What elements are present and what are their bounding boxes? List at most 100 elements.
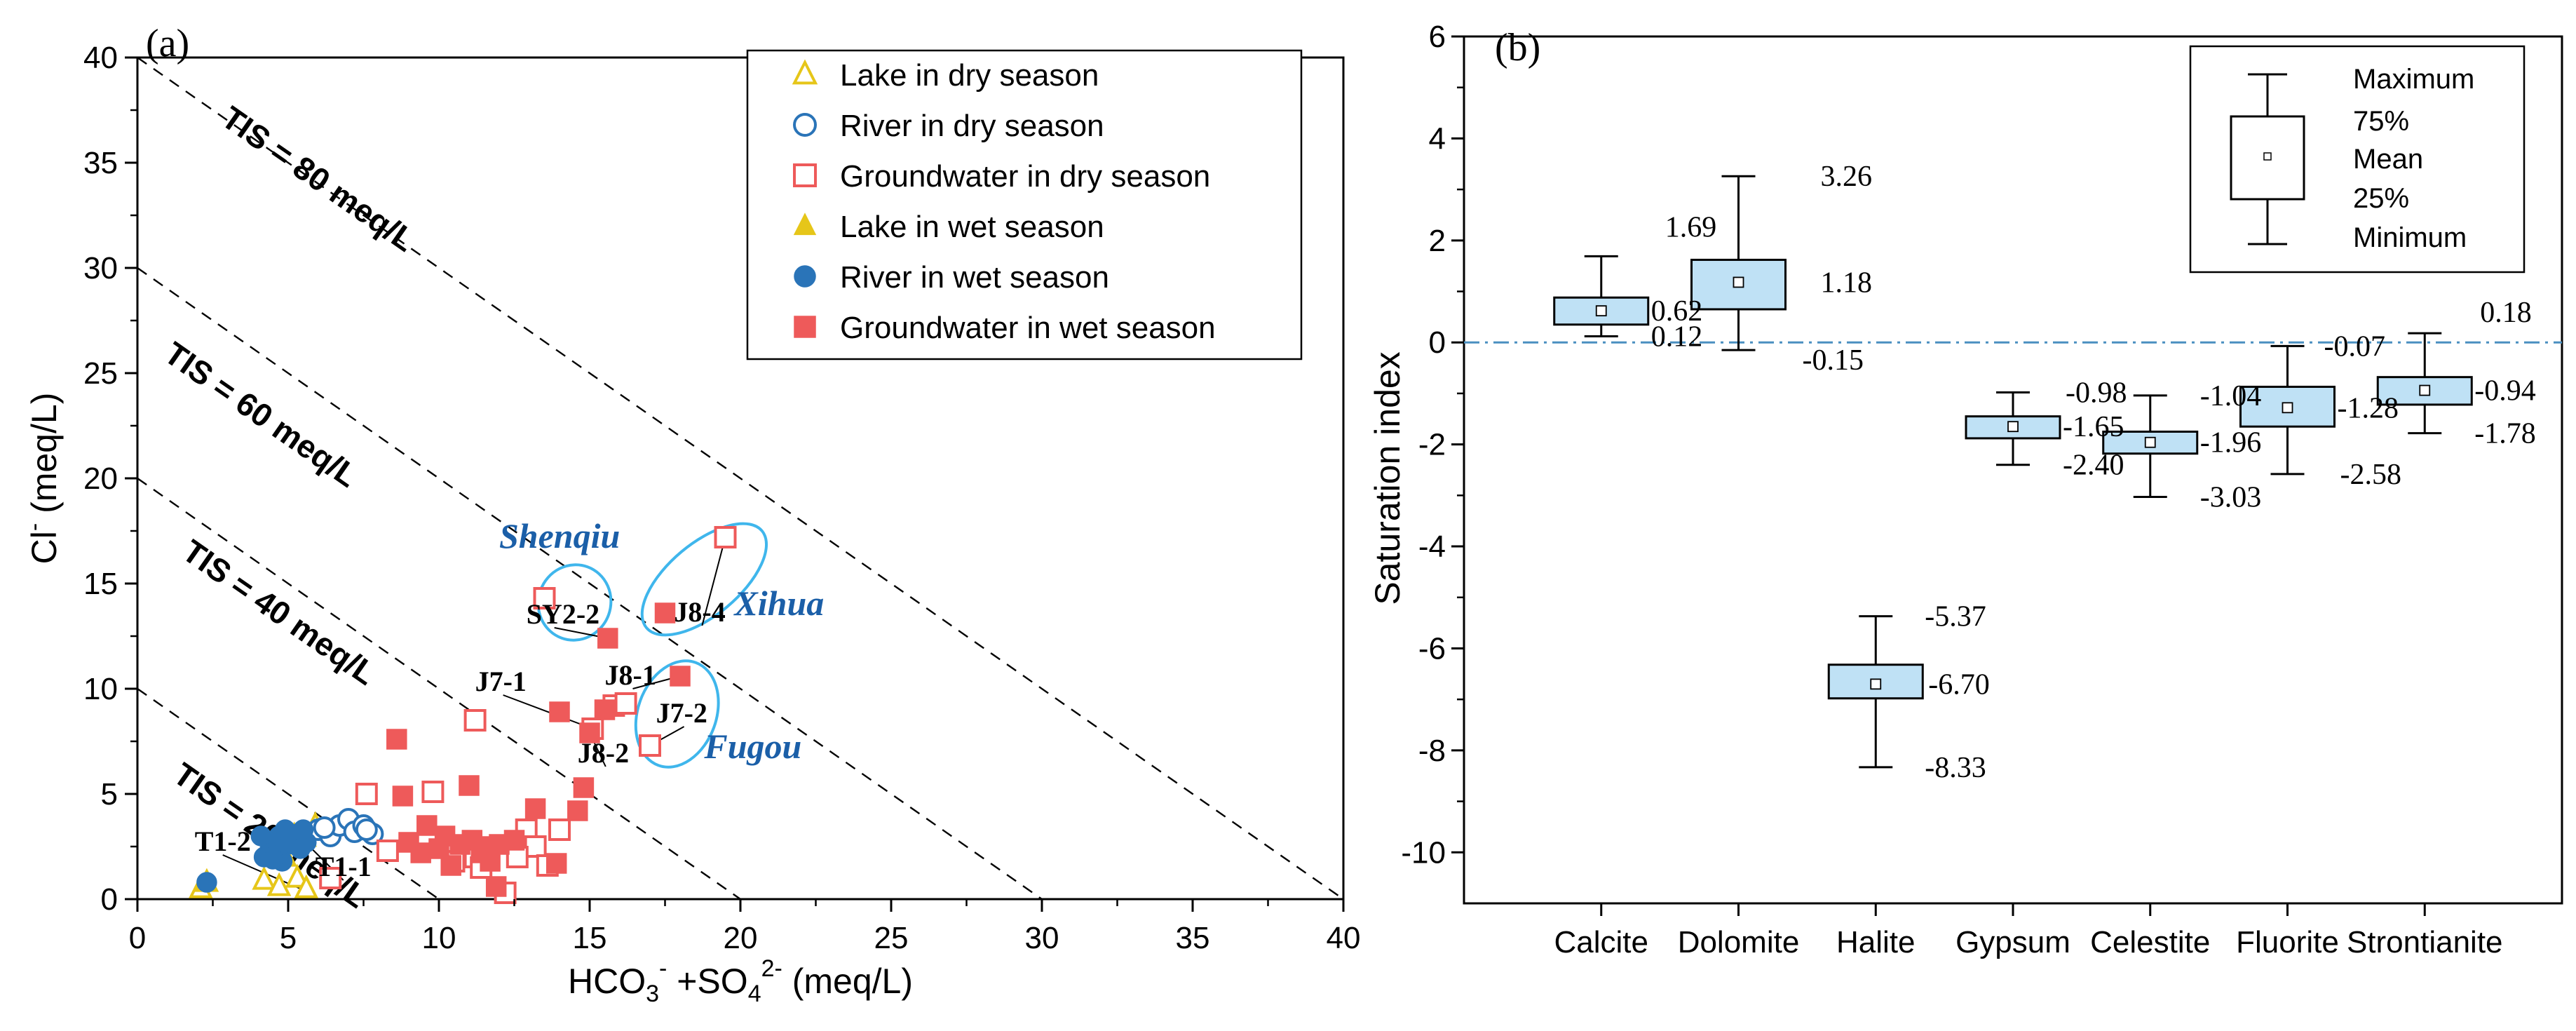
point	[463, 709, 487, 732]
box-fluorite	[2239, 344, 2336, 476]
box-celestite	[2102, 394, 2199, 499]
point	[597, 628, 618, 649]
legend-label: River in wet season	[840, 260, 1109, 295]
mean-marker	[1870, 678, 1882, 690]
point	[503, 830, 525, 851]
y-tick-label: 35	[83, 146, 118, 180]
y-tick-label: -6	[1418, 631, 1446, 666]
series-river-in-wet-season	[196, 819, 317, 893]
panel-b-y-axis-title: Saturation index	[1368, 351, 1407, 605]
sample-label-j8-1: J8-1	[605, 659, 656, 691]
y-tick-label: 30	[83, 251, 118, 285]
y-tick-label: 0	[101, 882, 118, 917]
mean-marker	[1595, 305, 1607, 317]
panel-a-y-axis-title: Cl- (meq/L)	[21, 393, 64, 565]
value-label-calcite-max: 1.69	[1665, 211, 1717, 243]
sample-label-j8-4: J8-4	[674, 596, 725, 628]
value-label-gypsum-mean: -1.65	[2063, 411, 2124, 443]
legend-marker	[792, 59, 818, 85]
x-tick-label: 0	[129, 921, 146, 955]
panel-a-legend: Lake in dry season River in dry season Gro…	[746, 49, 1303, 360]
mean-marker	[2144, 436, 2156, 448]
legend-label: Lake in wet season	[840, 210, 1104, 244]
y-tick-label: 15	[83, 567, 118, 601]
box-dolomite	[1690, 175, 1787, 351]
tis-line-80	[137, 57, 1344, 900]
value-label-strontianite-max: 0.18	[2480, 297, 2532, 329]
category-label-gypsum: Gypsum	[1955, 925, 2070, 959]
panel-a-x-axis-title: HCO3- +SO42- (meq/L)	[568, 955, 913, 1007]
value-label-celestite-min: -3.03	[2200, 482, 2262, 514]
point	[549, 701, 570, 722]
point	[579, 722, 600, 743]
value-label-dolomite-min: -0.15	[1803, 344, 1864, 377]
point	[292, 819, 314, 840]
legend-frame	[746, 49, 1303, 360]
legend-item-lake-in-wet-season: Lake in wet season	[793, 210, 1104, 244]
box-halite	[1827, 615, 1924, 769]
box-calcite	[1553, 255, 1650, 338]
box-legend-minimum: Minimum	[2353, 222, 2467, 253]
panel-b: 6 4 2 0 -2 -4 -6 -8 -10 Calcite Dolomite Halite Gyps…	[1368, 20, 2563, 959]
series-groundwater-in-wet-season	[386, 602, 691, 897]
sample-label-sy2-2: SY2-2	[527, 598, 599, 630]
legend-item-river-in-wet-season: River in wet season	[794, 260, 1109, 295]
legend-item-lake-in-dry-season: Lake in dry season	[792, 58, 1099, 93]
value-label-halite-max: -5.37	[1925, 601, 1986, 633]
legend-label: Lake in dry season	[840, 58, 1099, 93]
box-gypsum	[1965, 391, 2061, 466]
legend-item-river-in-dry-season: River in dry season	[793, 109, 1104, 143]
point	[376, 840, 399, 862]
value-label-strontianite-min: -1.78	[2474, 418, 2536, 450]
box-strontianite	[2376, 332, 2473, 435]
category-label-calcite: Calcite	[1554, 925, 1649, 959]
y-tick-label: 20	[83, 461, 118, 496]
point	[421, 781, 445, 803]
y-tick-label: -8	[1418, 734, 1446, 768]
legend-marker	[793, 213, 817, 236]
point	[524, 798, 546, 819]
mean-marker	[1733, 276, 1744, 288]
y-tick-label: 2	[1429, 224, 1446, 258]
category-label-fluorite: Fluorite	[2236, 925, 2339, 959]
value-label-strontianite-mean: -0.94	[2474, 375, 2536, 407]
point	[434, 826, 456, 847]
value-label-fluorite-mean: -1.28	[2338, 392, 2399, 424]
x-tick-label: 15	[573, 921, 607, 955]
point	[459, 775, 480, 796]
mean-marker	[2007, 421, 2019, 433]
point	[654, 602, 676, 624]
x-tick-label: 35	[1176, 921, 1210, 955]
point	[533, 587, 556, 609]
point	[639, 734, 661, 757]
legend-item-groundwater-in-dry-season: Groundwater in dry season	[793, 159, 1210, 194]
value-label-dolomite-mean: 1.18	[1821, 267, 1873, 299]
x-tick-label: 5	[280, 921, 297, 955]
point	[262, 849, 284, 870]
legend-item-groundwater-in-wet-season: Groundwater in wet season	[794, 311, 1216, 345]
site-label-fugou: Fugou	[703, 727, 801, 766]
sample-label-j7-2: J7-2	[656, 697, 707, 729]
box-legend-mean: Mean	[2353, 144, 2423, 175]
value-label-dolomite-max: 3.26	[1821, 161, 1873, 193]
box-legend-box	[2230, 115, 2305, 201]
y-tick-label: 4	[1429, 121, 1446, 156]
legend-marker	[793, 163, 817, 187]
point	[440, 855, 461, 876]
point	[319, 867, 342, 889]
tis-line-40	[137, 478, 741, 900]
mean-marker	[2419, 384, 2431, 396]
mean-marker	[2282, 402, 2293, 414]
value-label-fluorite-max: -0.07	[2324, 330, 2386, 363]
box-legend-25: 25%	[2353, 183, 2409, 214]
y-tick-label: 25	[83, 356, 118, 391]
leader-j8-4	[701, 537, 726, 626]
point	[410, 842, 431, 863]
tis-line-60	[137, 267, 1043, 900]
sample-label-j8-2: J8-2	[578, 737, 629, 769]
tis-line-20	[137, 688, 440, 900]
category-label-halite: Halite	[1836, 925, 1916, 959]
site-label-xihua: Xihua	[733, 584, 824, 623]
